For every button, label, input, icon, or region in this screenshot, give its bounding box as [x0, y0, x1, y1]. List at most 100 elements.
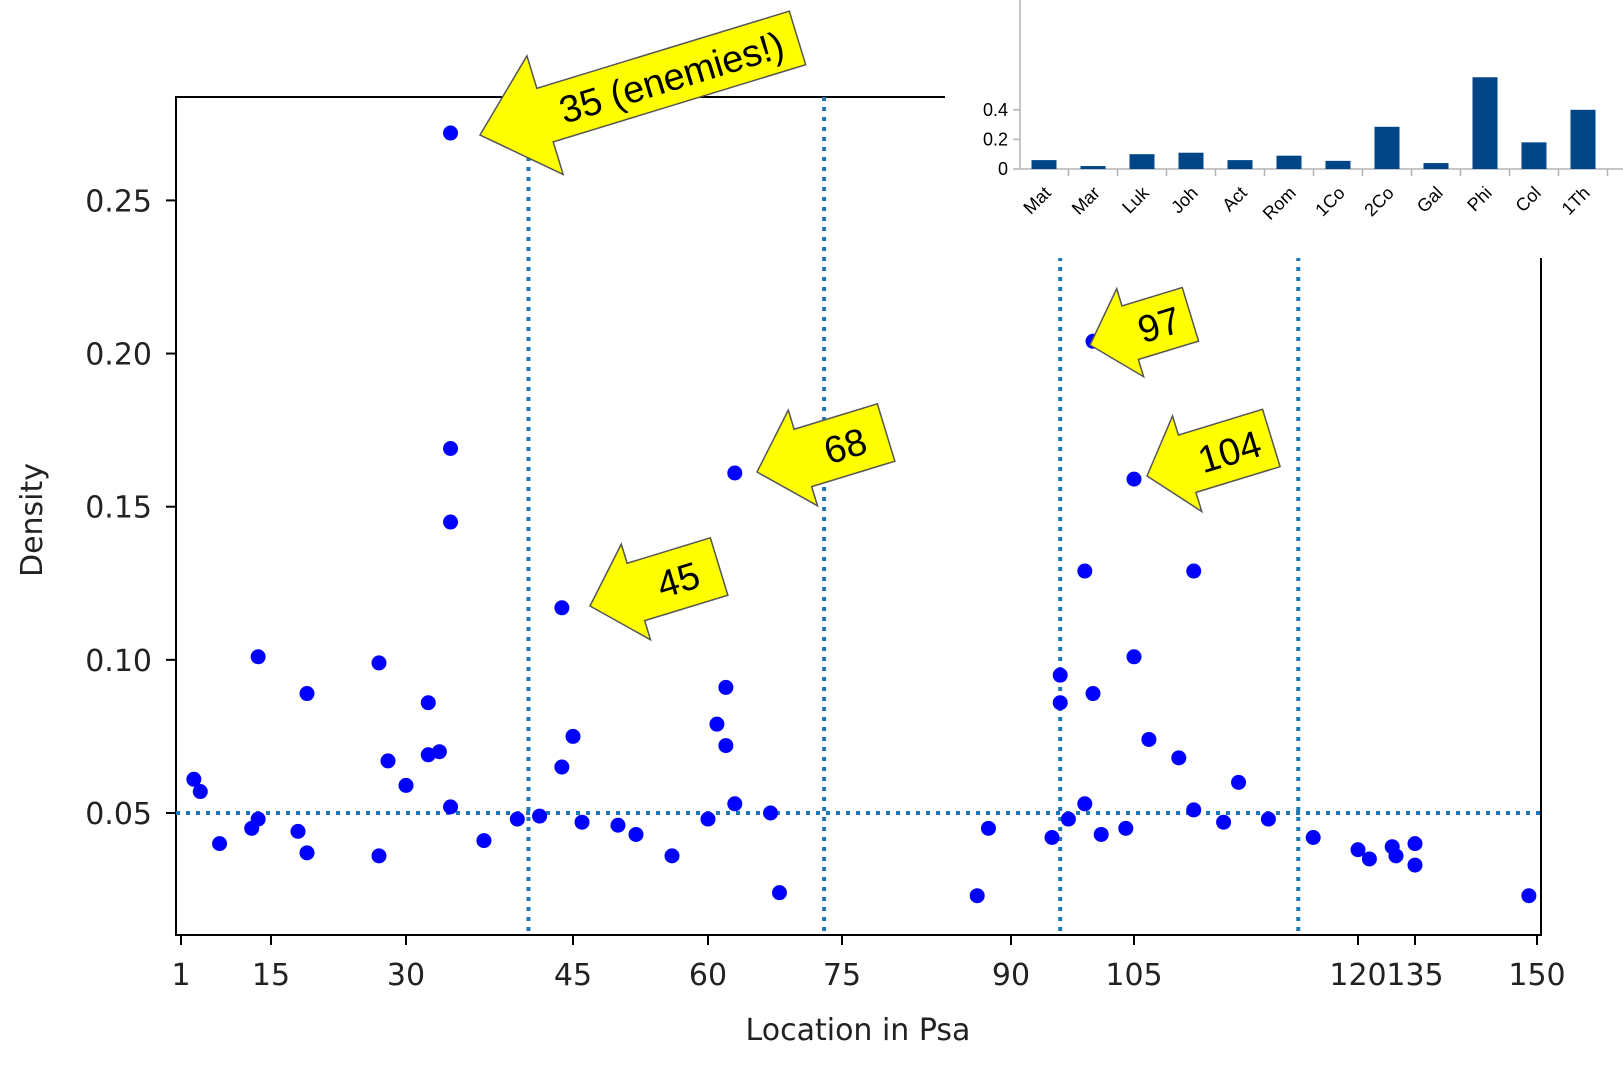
data-point: [1060, 811, 1076, 827]
data-point: [628, 826, 644, 842]
data-point: [431, 744, 447, 760]
inset-bar: [1472, 77, 1498, 169]
data-point: [1093, 826, 1109, 842]
data-point: [476, 833, 492, 849]
data-point: [1388, 848, 1404, 864]
y-tick-label: 0.15: [85, 491, 152, 526]
x-tick-label: 1: [171, 958, 190, 993]
data-point: [727, 465, 743, 481]
data-point: [443, 799, 459, 815]
data-point: [380, 753, 396, 769]
data-point: [1407, 836, 1423, 852]
inset-bar: [1374, 126, 1400, 169]
inset-background: [945, 0, 1623, 258]
inset-bar: [1570, 109, 1596, 169]
data-point: [1118, 820, 1134, 836]
data-point: [299, 845, 315, 861]
inset-y-tick-label: 0.4: [983, 100, 1008, 120]
data-point: [299, 686, 315, 702]
y-tick-label: 0.10: [85, 644, 152, 679]
callout-45: 45: [589, 536, 729, 642]
data-point: [1077, 796, 1093, 812]
data-point: [1350, 842, 1366, 858]
reference-lines: [176, 97, 1541, 935]
inset-bar-chart: 00.20.4 Mat Mar Luk Joh Act Rom 1Co 2Co Gal Phi Co…: [945, 0, 1623, 258]
callout-97: 97: [1089, 286, 1200, 379]
data-point: [727, 796, 743, 812]
data-point: [1141, 731, 1157, 747]
callout-68-arrow: [756, 402, 896, 508]
x-tick-label: 135: [1386, 958, 1443, 993]
callout-104-arrow: [1146, 408, 1282, 514]
x-axis-title: Location in Psa: [746, 1013, 971, 1048]
data-point: [192, 784, 208, 800]
data-point: [1052, 695, 1068, 711]
x-tick-label: 150: [1508, 958, 1565, 993]
data-point: [709, 716, 725, 732]
data-point: [290, 823, 306, 839]
x-tick-label: 45: [554, 958, 592, 993]
data-point: [1052, 667, 1068, 683]
data-point: [700, 811, 716, 827]
data-point: [718, 738, 734, 754]
data-point: [554, 600, 570, 616]
data-point: [763, 805, 779, 821]
x-axis: 1 15 30 45 60 75 90 105 120 135 150: [171, 935, 1566, 993]
data-point: [250, 811, 266, 827]
x-tick-label: 120: [1329, 958, 1386, 993]
data-point: [1361, 851, 1377, 867]
inset-bar: [1521, 142, 1547, 169]
inset-bar: [1423, 163, 1449, 169]
data-point: [574, 814, 590, 830]
inset-bars: [1031, 77, 1596, 169]
y-axis-title: Density: [15, 463, 50, 577]
callout-104: 104: [1146, 408, 1282, 514]
inset-bar: [1031, 160, 1057, 169]
x-tick-label: 15: [252, 958, 290, 993]
data-point: [1126, 471, 1142, 487]
data-point: [250, 649, 266, 665]
y-tick-label: 0.20: [85, 338, 152, 373]
data-point: [1186, 563, 1202, 579]
data-point: [443, 514, 459, 530]
data-point: [1407, 857, 1423, 873]
data-point: [664, 848, 680, 864]
data-point: [398, 777, 414, 793]
inset-y-tick-label: 0.2: [983, 129, 1008, 149]
data-point: [1521, 888, 1537, 904]
data-point: [610, 817, 626, 833]
data-point: [1231, 774, 1247, 790]
data-point: [1171, 750, 1187, 766]
data-point: [1305, 830, 1321, 846]
data-points: [186, 125, 1537, 904]
data-point: [718, 679, 734, 695]
data-point: [371, 848, 387, 864]
data-point: [1216, 814, 1232, 830]
data-point: [771, 885, 787, 901]
data-point: [186, 771, 202, 787]
callout-45-arrow: [589, 536, 729, 642]
data-point: [420, 695, 436, 711]
data-point: [1126, 649, 1142, 665]
inset-y-tick-label: 0: [998, 159, 1008, 179]
x-tick-label: 75: [823, 958, 861, 993]
data-point: [554, 759, 570, 775]
inset-bar: [1227, 160, 1253, 169]
data-point: [969, 888, 985, 904]
x-tick-label: 105: [1105, 958, 1162, 993]
callout-68: 68: [756, 402, 896, 508]
data-point: [443, 125, 459, 141]
data-point: [980, 820, 996, 836]
data-point: [443, 441, 459, 457]
data-point: [1077, 563, 1093, 579]
x-tick-label: 30: [387, 958, 425, 993]
inset-bar: [1080, 166, 1106, 169]
y-tick-label: 0.05: [85, 797, 152, 832]
data-point: [565, 728, 581, 744]
inset-bar: [1325, 160, 1351, 169]
y-axis: 0.05 0.10 0.15 0.20 0.25: [85, 184, 176, 832]
x-tick-label: 60: [689, 958, 727, 993]
data-point: [1186, 802, 1202, 818]
inset-bar: [1129, 154, 1155, 169]
